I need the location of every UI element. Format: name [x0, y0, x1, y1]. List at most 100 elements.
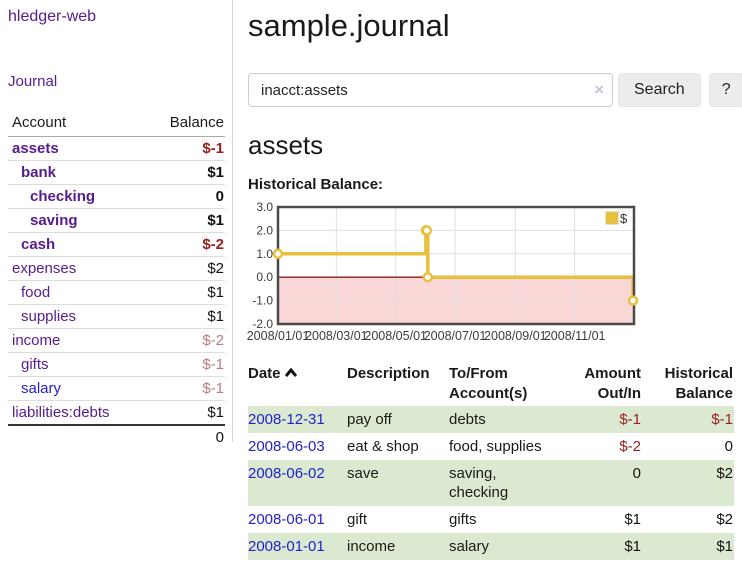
account-balance: $1 [145, 208, 225, 233]
account-balance: $1 [145, 304, 225, 329]
transaction-row: 2008-06-02 save saving, checking 0 $2 [248, 460, 734, 506]
search-input[interactable] [248, 73, 613, 107]
transaction-row: 2008-01-01 income salary $1 $1 [248, 533, 734, 560]
transaction-date-link[interactable]: 2008-12-31 [248, 411, 325, 428]
transaction-description: income [347, 538, 396, 555]
accounts-table: Account Balance assets $-1 bank $1 checking 0… [8, 111, 225, 449]
transaction-date-link[interactable]: 2008-06-01 [248, 511, 325, 528]
transaction-row: 2008-06-03 eat & shop food, supplies $-2 0 [248, 433, 734, 460]
search-button[interactable]: Search [618, 73, 701, 107]
account-row: food $1 [8, 280, 225, 305]
account-link-supplies[interactable]: supplies [21, 308, 77, 325]
svg-text:2008/01/01: 2008/01/01 [247, 329, 310, 343]
account-row: liabilities:debts $1 [8, 400, 225, 425]
account-row: salary $-1 [8, 376, 225, 401]
register-table: Date Description To/From Account(s) Amou… [248, 362, 734, 560]
account-link-salary[interactable]: salary [21, 380, 62, 397]
svg-text:2008/11/01: 2008/11/01 [544, 329, 606, 343]
account-link-saving[interactable]: saving [30, 212, 78, 229]
sort-caret-up-icon [284, 368, 297, 377]
svg-text:2008/07/01: 2008/07/01 [424, 329, 487, 343]
sidebar-divider [232, 0, 233, 442]
accounts-rows: assets $-1 bank $1 checking 0 saving $1 cash $-2 e… [8, 137, 225, 449]
register-header-date[interactable]: Date [248, 362, 347, 406]
svg-text:2008/09/01: 2008/09/01 [484, 329, 547, 343]
register-header-tofrom: To/From Account(s) [449, 365, 528, 402]
account-row: bank $1 [8, 160, 225, 185]
svg-text:$: $ [620, 211, 628, 226]
transaction-accounts: saving, checking [449, 465, 509, 501]
account-link-food[interactable]: food [21, 284, 51, 301]
account-balance: $1 [145, 160, 225, 185]
transaction-amount: $-2 [619, 438, 641, 455]
transaction-description: pay off [347, 411, 392, 428]
chart-title: Historical Balance: [248, 176, 384, 193]
account-row: income $-2 [8, 328, 225, 353]
account-balance: $1 [145, 400, 225, 425]
app-brand-link[interactable]: hledger-web [8, 8, 97, 25]
transaction-description: save [347, 465, 379, 482]
transaction-date-link[interactable]: 2008-06-03 [248, 438, 325, 455]
transaction-accounts: salary [449, 538, 490, 555]
clear-search-icon[interactable]: × [594, 80, 604, 99]
register-rows: 2008-12-31 pay off debts $-1 $-1 2008-06-03 ea… [248, 406, 734, 560]
account-balance: $1 [145, 280, 225, 305]
transaction-amount: $-1 [619, 411, 641, 428]
account-balance: 0 [145, 184, 225, 209]
account-balance: $-1 [145, 376, 225, 401]
account-balance: $-2 [145, 232, 225, 257]
page-title: sample.journal [248, 8, 450, 43]
accounts-total-value: 0 [145, 424, 225, 449]
search-bar: × Search ? [248, 73, 742, 107]
transaction-description: gift [347, 511, 368, 528]
transaction-balance: $2 [716, 511, 733, 528]
account-link-gifts[interactable]: gifts [21, 356, 49, 373]
account-link-cash[interactable]: cash [21, 236, 56, 253]
account-row: cash $-2 [8, 232, 225, 257]
account-heading: assets [248, 130, 324, 160]
svg-text:0.0: 0.0 [256, 270, 273, 284]
balance-chart: $3.0 2.0 1.0 0.0 -1.0 -2.02008/01/012008/03/0… [247, 200, 639, 343]
account-row: supplies $1 [8, 304, 225, 329]
transaction-accounts: debts [449, 411, 486, 428]
svg-text:2008/05/01: 2008/05/01 [364, 329, 427, 343]
account-link-liabilities-debts[interactable]: liabilities:debts [12, 404, 110, 421]
account-link-income[interactable]: income [12, 332, 61, 349]
transaction-accounts: gifts [449, 511, 477, 528]
sidebar: hledger-web Journal Account Balance asse… [0, 0, 233, 582]
search-box: × [248, 73, 613, 107]
transaction-amount: 0 [632, 465, 641, 482]
transaction-balance: 0 [724, 438, 733, 455]
transaction-date-link[interactable]: 2008-06-02 [248, 465, 325, 482]
svg-text:-2.0: -2.0 [252, 317, 273, 331]
help-button[interactable]: ? [708, 73, 742, 107]
account-row: assets $-1 [8, 137, 225, 161]
transaction-balance: $-1 [711, 411, 733, 428]
account-row: saving $1 [8, 208, 225, 233]
svg-text:2.0: 2.0 [256, 223, 273, 237]
svg-text:1.0: 1.0 [256, 247, 273, 261]
main-content: sample.journal × Search ? assets Histori… [233, 0, 742, 582]
balance-chart-container: $3.0 2.0 1.0 0.0 -1.0 -2.0 2008/01/01 2008/03/0… [247, 200, 742, 343]
transaction-amount: $1 [624, 511, 641, 528]
transaction-accounts: food, supplies [449, 438, 542, 455]
account-row: checking 0 [8, 184, 225, 209]
account-balance: $-2 [145, 328, 225, 353]
account-link-checking[interactable]: checking [30, 188, 96, 205]
transaction-row: 2008-06-01 gift gifts $1 $2 [248, 506, 734, 533]
svg-text:2008/03/01: 2008/03/01 [305, 329, 368, 343]
register-header-balance: Historical Balance [664, 365, 733, 402]
svg-text:3.0: 3.0 [256, 200, 273, 214]
account-link-expenses[interactable]: expenses [12, 260, 77, 277]
transaction-amount: $1 [624, 538, 641, 555]
transaction-date-link[interactable]: 2008-01-01 [248, 538, 325, 555]
sidebar-item-journal[interactable]: Journal [8, 73, 58, 90]
register-header-description: Description [347, 365, 430, 382]
accounts-total-row: 0 [8, 424, 225, 449]
account-link-assets[interactable]: assets [12, 140, 59, 157]
account-balance: $-1 [202, 140, 224, 157]
account-row: gifts $-1 [8, 352, 225, 377]
account-balance: $2 [145, 256, 225, 281]
account-link-bank[interactable]: bank [21, 164, 57, 181]
accounts-header-balance: Balance [145, 111, 225, 137]
